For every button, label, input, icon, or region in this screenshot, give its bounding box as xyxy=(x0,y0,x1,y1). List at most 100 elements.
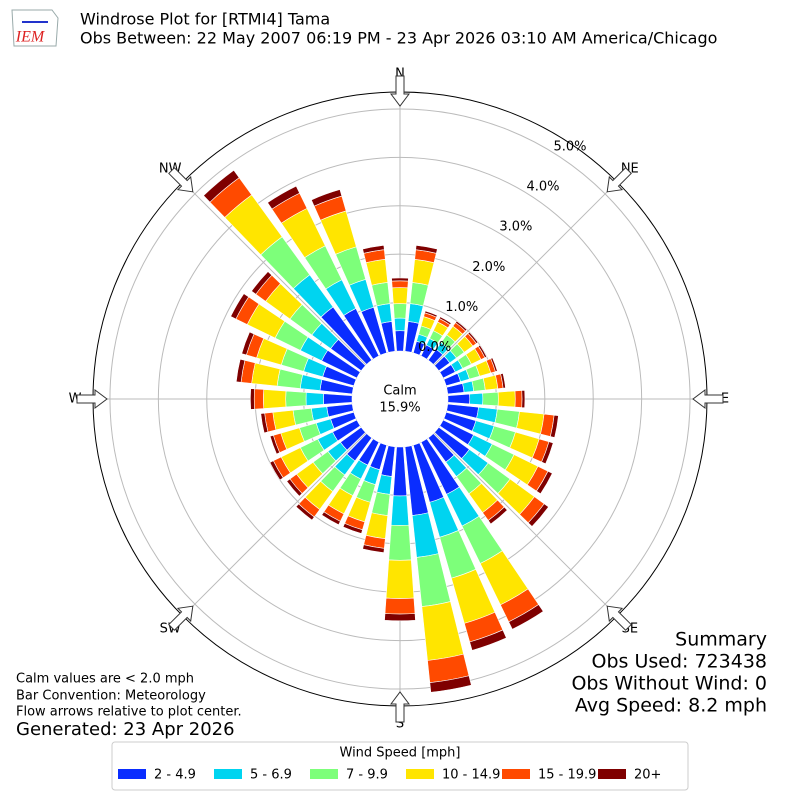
chart-subtitle: Obs Between: 22 May 2007 06:19 PM - 23 A… xyxy=(80,29,717,48)
bar-segment xyxy=(416,553,451,607)
bar-segment xyxy=(311,406,329,421)
logo-text: IEM xyxy=(15,29,46,46)
bar-segment xyxy=(482,374,499,391)
bar-segment xyxy=(376,303,393,324)
bar-segment xyxy=(203,169,240,203)
flow-arrow xyxy=(76,389,108,409)
bar-segment xyxy=(376,474,393,495)
bar-segment xyxy=(521,389,526,409)
bar-segment xyxy=(384,597,416,615)
legend-swatch xyxy=(598,769,626,779)
bar-segment xyxy=(365,512,389,540)
bar-segment xyxy=(384,613,416,622)
flow-arrow-shape xyxy=(168,167,194,193)
bar-segment xyxy=(250,388,255,410)
flow-arrow-shape xyxy=(606,605,632,631)
flow-arrow xyxy=(390,691,410,723)
bar-segment xyxy=(394,317,406,332)
bar-segment xyxy=(455,320,468,332)
bar-segment xyxy=(527,503,549,527)
summary: Summary xyxy=(675,629,767,651)
legend-box xyxy=(111,741,689,791)
bar-segment xyxy=(295,503,315,521)
bar-segment xyxy=(409,282,429,307)
bar-segment xyxy=(286,478,303,497)
legend-label: 7 - 9.9 xyxy=(346,768,388,783)
direction-label: E xyxy=(721,392,729,407)
calm-value: 15.9% xyxy=(379,401,420,416)
flow-arrow xyxy=(168,605,194,631)
bar-segment xyxy=(267,185,300,210)
bar-segment xyxy=(550,414,559,438)
flow-arrow-shape xyxy=(76,389,108,409)
flow-arrow xyxy=(390,75,410,107)
bar-segment xyxy=(388,524,412,561)
calm-circle xyxy=(352,351,448,447)
flow-arrow-shape xyxy=(390,75,410,107)
bar-segment xyxy=(272,409,297,431)
flow-arrow xyxy=(168,167,194,193)
bar-segment xyxy=(497,390,516,408)
radial-grid-line xyxy=(182,181,401,400)
bar-segment xyxy=(487,506,508,525)
bar-segment xyxy=(321,511,341,526)
radial-grid-line xyxy=(399,398,618,617)
legend-title: Wind Speed [mph] xyxy=(340,746,461,761)
bar-segment xyxy=(230,293,250,320)
bar-segment xyxy=(323,393,353,405)
bar-segment xyxy=(424,310,438,318)
bar-segment xyxy=(391,287,409,305)
bar-segment xyxy=(394,330,406,352)
bar-segment xyxy=(536,470,553,495)
legend-label: 2 - 4.9 xyxy=(154,768,196,783)
summary: Obs Without Wind: 0 xyxy=(571,673,767,695)
legend-swatch xyxy=(310,769,338,779)
radial-grid-line xyxy=(399,181,618,400)
bar-segment xyxy=(490,357,498,372)
bar-segment xyxy=(260,412,269,434)
r-tick-label: 3.0% xyxy=(499,220,532,235)
legend-swatch xyxy=(118,769,146,779)
flow-arrow xyxy=(606,167,632,193)
bar-segment xyxy=(390,495,410,526)
bar-segment xyxy=(393,303,407,319)
summary: Obs Used: 723438 xyxy=(592,651,767,673)
bar-segment xyxy=(421,601,464,661)
bar-segment xyxy=(391,280,409,289)
logo-outline xyxy=(11,9,59,47)
grid-circle xyxy=(157,156,643,642)
bar-segment xyxy=(305,392,324,406)
note: Calm values are < 2.0 mph xyxy=(16,672,194,687)
r-tick-label: 0.0% xyxy=(418,340,451,355)
radial-grid-line xyxy=(182,398,401,617)
bar-segment xyxy=(342,522,363,534)
r-tick-label: 1.0% xyxy=(445,300,478,315)
bar-segment xyxy=(392,446,408,497)
generated: Generated: 23 Apr 2026 xyxy=(16,719,235,740)
bar-segment xyxy=(253,388,265,410)
chart-title: Windrose Plot for [RTMI4] Tama xyxy=(80,10,330,29)
calm-label: Calm xyxy=(383,384,416,399)
bar-segment xyxy=(476,406,498,424)
note: Flow arrows relative to plot center. xyxy=(16,705,242,720)
bar-segment xyxy=(516,411,545,435)
legend-label: 20+ xyxy=(634,768,661,783)
legend-swatch xyxy=(214,769,242,779)
bar-segment xyxy=(541,441,554,465)
legend-label: 5 - 6.9 xyxy=(250,768,292,783)
bar-segment xyxy=(299,374,323,391)
legend-swatch xyxy=(406,769,434,779)
bar-segment xyxy=(482,391,499,407)
bar-segment xyxy=(514,390,523,408)
flow-arrow xyxy=(692,389,724,409)
bar-segment xyxy=(415,245,438,254)
bar-segment xyxy=(494,408,520,429)
bar-segment xyxy=(477,344,488,358)
r-tick-label: 4.0% xyxy=(526,180,559,195)
direction-label: N xyxy=(395,67,405,82)
bar-segment xyxy=(371,282,391,307)
bar-segment xyxy=(276,368,304,389)
bar-segment xyxy=(391,277,409,282)
bar-segment xyxy=(447,393,471,405)
bar-segment xyxy=(385,559,415,599)
